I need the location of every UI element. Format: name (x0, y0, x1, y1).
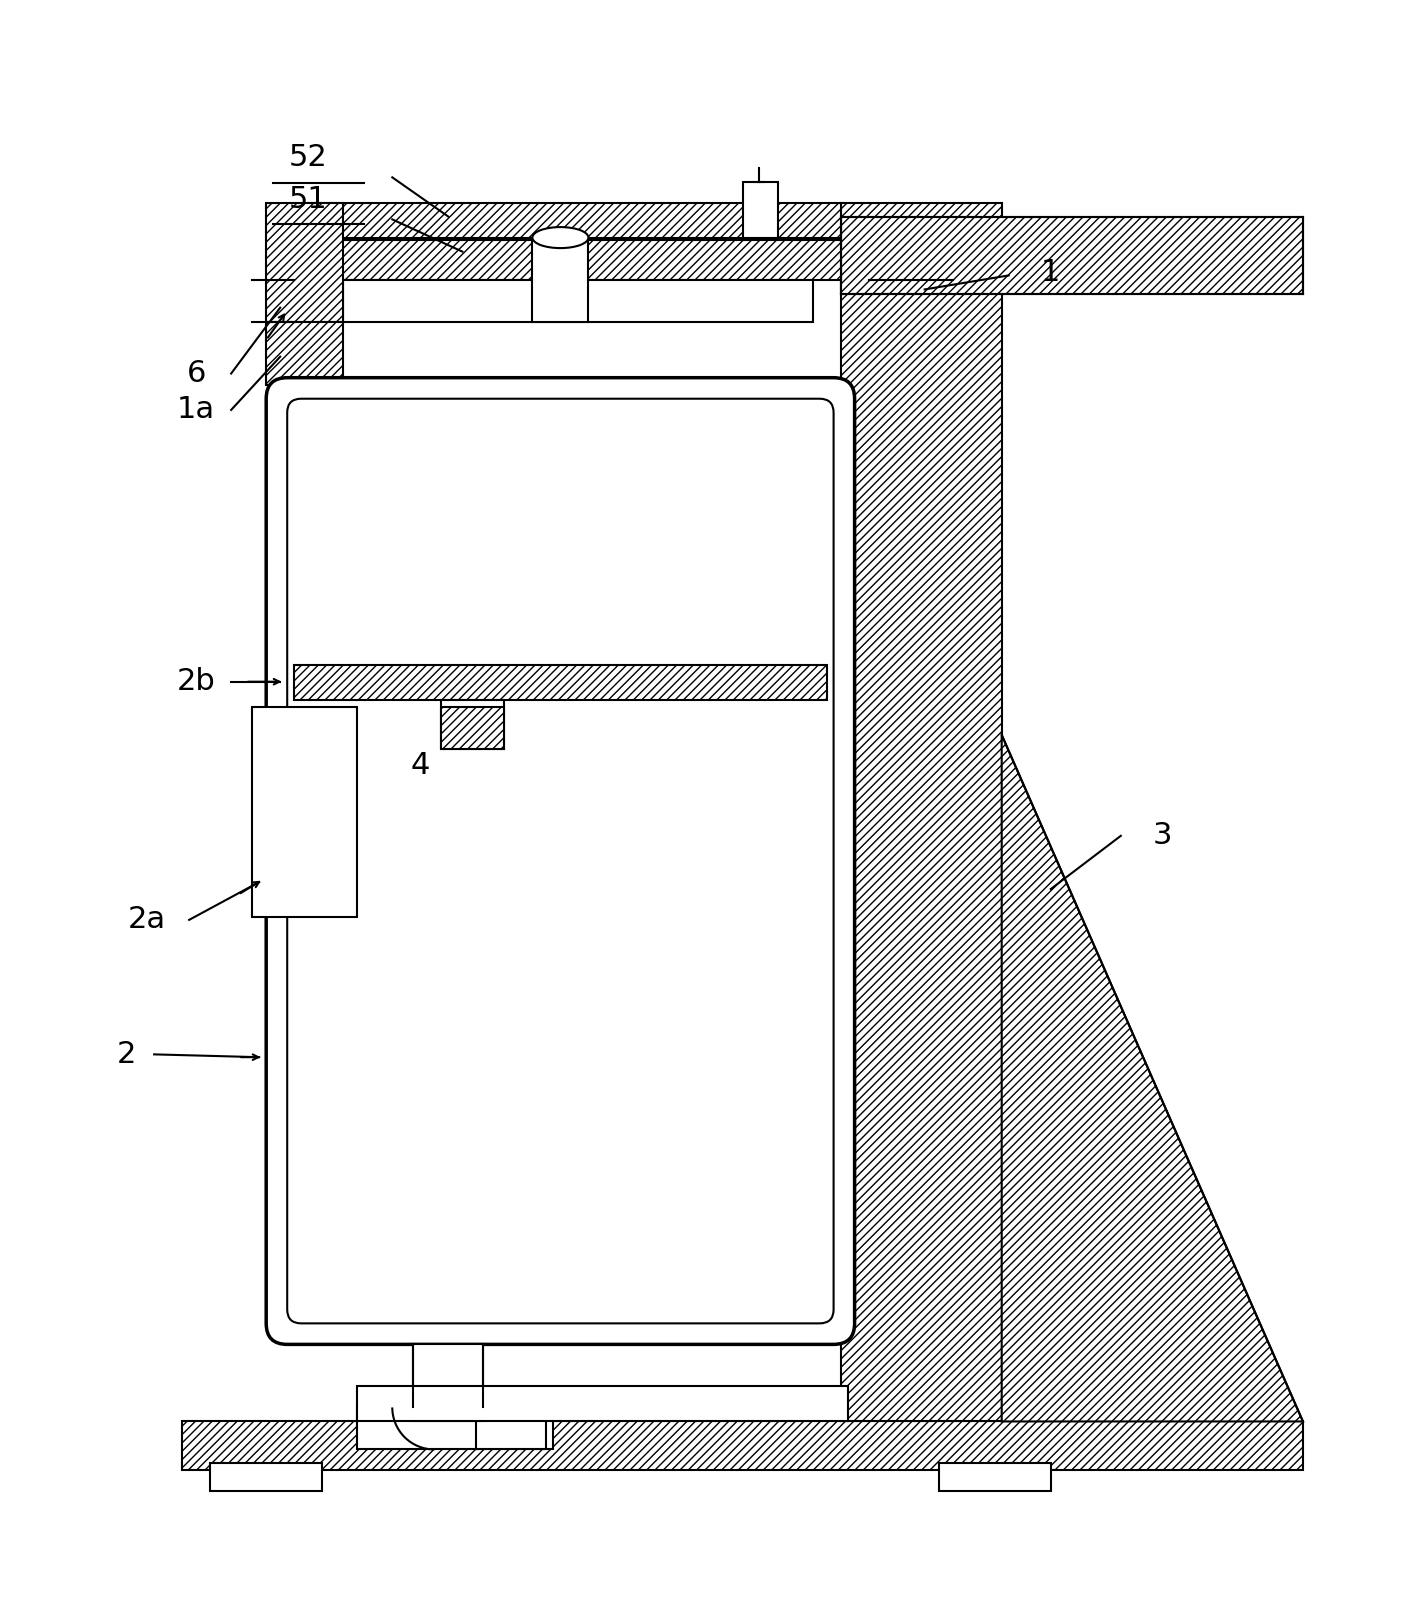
Bar (841, 203, 1002, 1422)
Text: 2b: 2b (177, 667, 216, 696)
FancyBboxPatch shape (287, 399, 834, 1323)
Bar (266, 322, 343, 385)
Bar (841, 217, 1303, 293)
Bar (343, 280, 813, 322)
Bar (939, 1463, 1051, 1491)
Bar (294, 665, 827, 700)
Bar (413, 1344, 483, 1422)
Bar (357, 1407, 553, 1449)
Bar (441, 707, 504, 749)
Text: 1: 1 (1041, 258, 1061, 287)
Bar (182, 1422, 1303, 1470)
Text: 3: 3 (1153, 821, 1173, 850)
Bar (266, 203, 343, 322)
Bar (357, 1386, 848, 1422)
Bar (532, 238, 588, 322)
Bar (743, 182, 778, 238)
Text: 2a: 2a (127, 905, 167, 934)
FancyBboxPatch shape (266, 378, 855, 1344)
Polygon shape (1002, 734, 1303, 1422)
Text: 2: 2 (116, 1040, 136, 1069)
Text: 52: 52 (289, 143, 328, 172)
Bar (252, 707, 357, 918)
Text: 1a: 1a (177, 396, 216, 425)
Text: 4: 4 (410, 752, 430, 781)
Bar (476, 1407, 546, 1449)
Bar (210, 1463, 322, 1491)
Bar (441, 700, 504, 749)
Bar (308, 203, 841, 238)
Bar (308, 240, 841, 280)
Ellipse shape (532, 227, 588, 248)
Text: 6: 6 (186, 359, 206, 388)
Text: 51: 51 (289, 185, 328, 214)
